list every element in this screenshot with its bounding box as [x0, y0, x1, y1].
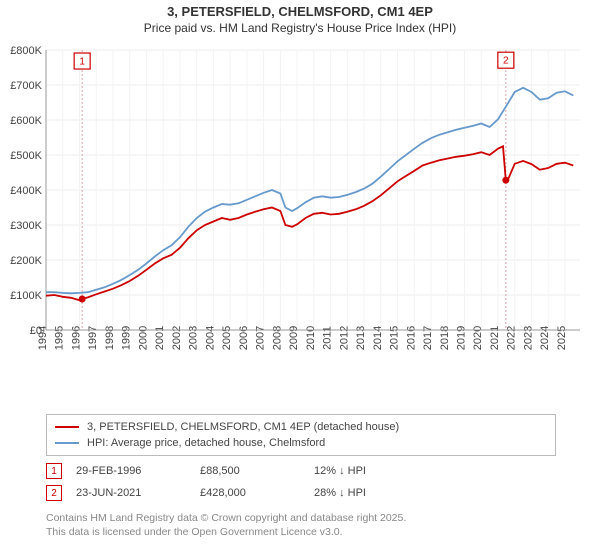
svg-text:£400K: £400K [10, 185, 42, 197]
sale-marker-badge: 2 [46, 485, 62, 501]
svg-text:2009: 2009 [288, 326, 300, 350]
svg-text:2024: 2024 [539, 326, 551, 350]
svg-text:1999: 1999 [121, 326, 133, 350]
svg-text:2015: 2015 [389, 326, 401, 350]
line-chart-svg: £0£100K£200K£300K£400K£500K£600K£700K£80… [0, 44, 600, 404]
svg-text:2010: 2010 [305, 326, 317, 350]
svg-text:1995: 1995 [54, 326, 66, 350]
sale-marker-badge: 1 [46, 463, 62, 479]
footnote-line: This data is licensed under the Open Gov… [46, 526, 556, 540]
svg-text:2016: 2016 [405, 326, 417, 350]
footnote-line: Contains HM Land Registry data © Crown c… [46, 512, 556, 526]
legend-item: HPI: Average price, detached house, Chel… [55, 435, 547, 451]
svg-text:2007: 2007 [255, 326, 267, 350]
sales-table: 1 29-FEB-1996 £88,500 12% ↓ HPI 2 23-JUN… [46, 460, 556, 504]
svg-text:£200K: £200K [10, 255, 42, 267]
svg-text:2008: 2008 [271, 326, 283, 350]
sale-date: 29-FEB-1996 [76, 465, 186, 477]
sales-row: 2 23-JUN-2021 £428,000 28% ↓ HPI [46, 482, 556, 504]
svg-text:2002: 2002 [171, 326, 183, 350]
svg-text:2000: 2000 [137, 326, 149, 350]
svg-text:1994: 1994 [37, 326, 49, 350]
svg-text:2021: 2021 [489, 326, 501, 350]
sale-delta: 12% ↓ HPI [314, 465, 414, 477]
legend-label: HPI: Average price, detached house, Chel… [87, 437, 325, 449]
svg-text:2005: 2005 [221, 326, 233, 350]
svg-text:2003: 2003 [188, 326, 200, 350]
svg-text:1996: 1996 [70, 326, 82, 350]
svg-text:2023: 2023 [522, 326, 534, 350]
svg-text:1998: 1998 [104, 326, 116, 350]
chart-title-block: 3, PETERSFIELD, CHELMSFORD, CM1 4EP Pric… [0, 0, 600, 35]
svg-text:2020: 2020 [472, 326, 484, 350]
svg-text:£300K: £300K [10, 220, 42, 232]
svg-text:2019: 2019 [455, 326, 467, 350]
sale-delta: 28% ↓ HPI [314, 487, 414, 499]
svg-text:£100K: £100K [10, 290, 42, 302]
chart-title-sub: Price paid vs. HM Land Registry's House … [0, 21, 600, 35]
svg-text:£800K: £800K [10, 45, 42, 57]
svg-text:1997: 1997 [87, 326, 99, 350]
svg-text:2025: 2025 [556, 326, 568, 350]
legend-swatch [55, 426, 79, 428]
svg-text:2004: 2004 [204, 326, 216, 350]
svg-text:2017: 2017 [422, 326, 434, 350]
sale-date: 23-JUN-2021 [76, 487, 186, 499]
sales-row: 1 29-FEB-1996 £88,500 12% ↓ HPI [46, 460, 556, 482]
svg-text:£500K: £500K [10, 150, 42, 162]
legend-item: 3, PETERSFIELD, CHELMSFORD, CM1 4EP (det… [55, 419, 547, 435]
sale-price: £428,000 [200, 487, 300, 499]
svg-text:£600K: £600K [10, 115, 42, 127]
svg-text:2001: 2001 [154, 326, 166, 350]
svg-text:2022: 2022 [506, 326, 518, 350]
svg-text:2: 2 [503, 56, 509, 67]
sale-price: £88,500 [200, 465, 300, 477]
legend: 3, PETERSFIELD, CHELMSFORD, CM1 4EP (det… [46, 414, 556, 456]
chart-title-address: 3, PETERSFIELD, CHELMSFORD, CM1 4EP [0, 4, 600, 19]
legend-swatch [55, 442, 79, 444]
svg-text:£700K: £700K [10, 80, 42, 92]
svg-text:2013: 2013 [355, 326, 367, 350]
svg-text:2018: 2018 [439, 326, 451, 350]
svg-text:2012: 2012 [338, 326, 350, 350]
svg-text:2006: 2006 [238, 326, 250, 350]
svg-text:1: 1 [79, 57, 85, 68]
footnote: Contains HM Land Registry data © Crown c… [46, 512, 556, 539]
svg-text:2014: 2014 [372, 326, 384, 350]
chart-area: £0£100K£200K£300K£400K£500K£600K£700K£80… [0, 44, 600, 404]
legend-label: 3, PETERSFIELD, CHELMSFORD, CM1 4EP (det… [87, 421, 399, 433]
